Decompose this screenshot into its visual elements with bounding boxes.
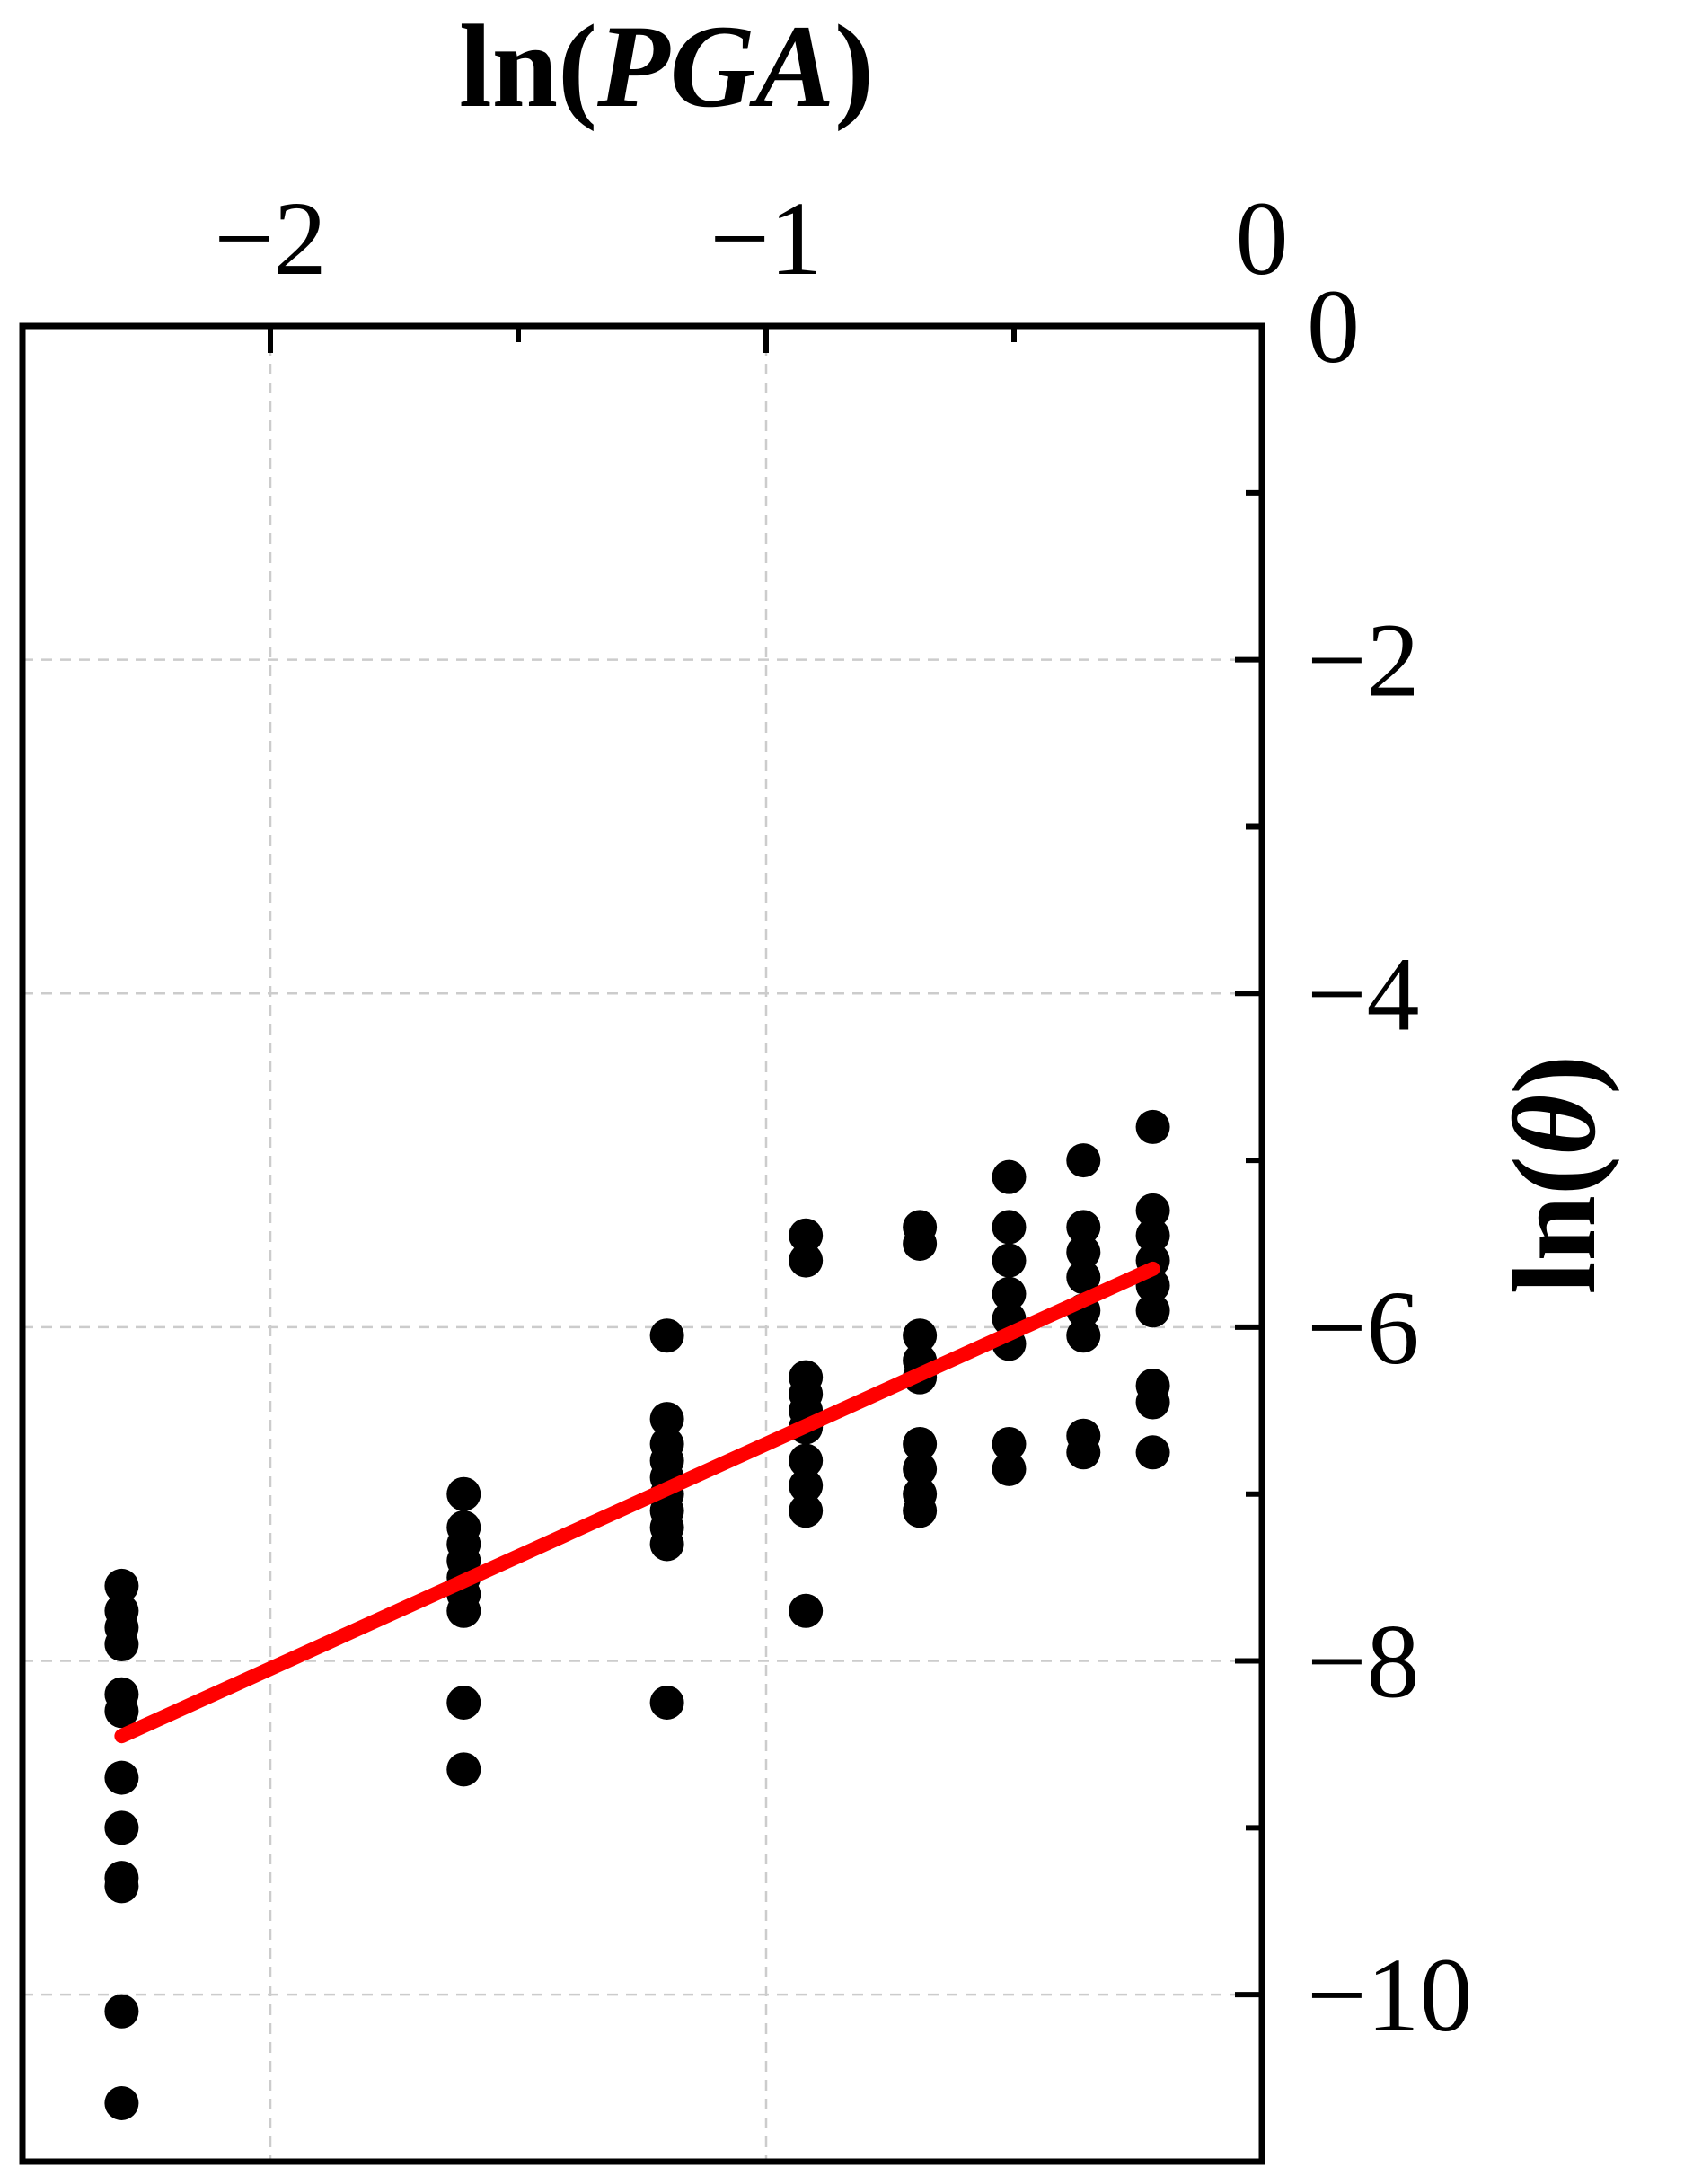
data-point	[789, 1443, 824, 1478]
data-point	[992, 1451, 1027, 1486]
fit-line	[114, 1261, 1160, 1744]
scatter-points	[104, 1109, 1170, 2120]
data-point	[1135, 1293, 1170, 1328]
data-point	[446, 1752, 481, 1787]
data-point	[789, 1243, 824, 1278]
data-point	[446, 1476, 481, 1511]
y-axis-title-prefix: ln(	[1488, 1156, 1620, 1294]
data-point	[903, 1451, 938, 1486]
grid-lines	[22, 326, 1262, 2162]
data-point	[903, 1227, 938, 1261]
y-axis-title-italic: θ	[1488, 1095, 1620, 1157]
data-point	[903, 1426, 938, 1461]
data-point	[1066, 1260, 1101, 1295]
data-point	[1135, 1435, 1170, 1470]
data-point	[1066, 1318, 1101, 1353]
data-point	[789, 1593, 824, 1628]
tick-labels: −2 −1 00−2−4−6−8−10	[214, 180, 1472, 2054]
data-point	[1066, 1210, 1101, 1245]
data-point	[649, 1527, 684, 1562]
data-point	[649, 1318, 684, 1353]
data-point	[789, 1218, 824, 1253]
x-tick-label: −2	[214, 180, 327, 297]
data-point	[104, 2085, 139, 2120]
data-point	[446, 1686, 481, 1720]
data-point	[1135, 1109, 1170, 1144]
y-tick-label: −6	[1307, 1269, 1420, 1387]
y-tick-label: −4	[1307, 935, 1420, 1052]
x-axis-title: ln(PGA)	[459, 0, 874, 132]
x-axis-title-italic: PGA	[596, 0, 834, 132]
data-point	[903, 1493, 938, 1528]
data-point	[1135, 1193, 1170, 1228]
data-point	[789, 1493, 824, 1528]
data-point	[104, 1810, 139, 1845]
data-point	[104, 1626, 139, 1661]
y-axis-title: ln(θ)	[1488, 1055, 1620, 1295]
x-axis-title-prefix: ln(	[459, 0, 597, 132]
y-tick-label: −10	[1307, 1936, 1473, 2054]
data-point	[992, 1426, 1027, 1461]
data-point	[789, 1468, 824, 1503]
data-point	[992, 1210, 1027, 1245]
data-point	[1066, 1435, 1101, 1470]
data-point	[1135, 1218, 1170, 1253]
x-tick-label: −1	[710, 180, 823, 297]
data-point	[649, 1402, 684, 1437]
data-point	[992, 1243, 1027, 1278]
data-point	[104, 1994, 139, 2029]
y-tick-label: −2	[1307, 602, 1420, 719]
data-point	[104, 1869, 139, 1904]
data-point	[992, 1276, 1027, 1311]
y-tick-label: −8	[1307, 1603, 1420, 1721]
x-tick-label: 0	[1236, 180, 1289, 297]
data-point	[903, 1318, 938, 1353]
y-axis-title-suffix: )	[1488, 1055, 1620, 1095]
data-point	[104, 1760, 139, 1795]
data-point	[649, 1686, 684, 1720]
data-point	[104, 1568, 139, 1603]
y-tick-label: 0	[1307, 268, 1360, 385]
data-point	[1066, 1235, 1101, 1270]
data-point	[446, 1593, 481, 1628]
x-axis-title-suffix: )	[834, 0, 874, 132]
plot-frame	[19, 322, 1265, 2165]
fit-line-layer	[114, 1261, 1160, 1744]
data-point	[104, 1694, 139, 1729]
data-point	[1135, 1385, 1170, 1420]
data-point	[992, 1159, 1027, 1194]
data-point	[1066, 1143, 1101, 1178]
axis-ticks	[268, 323, 1265, 2164]
